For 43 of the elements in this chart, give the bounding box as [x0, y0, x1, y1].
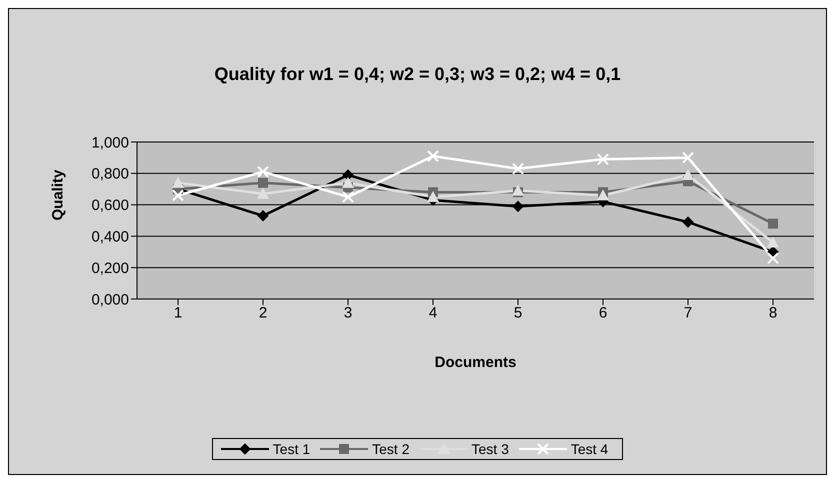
point [172, 176, 184, 188]
y-tick-label: 0,800 [91, 166, 129, 183]
point [257, 188, 269, 199]
x-tick-label: 8 [768, 304, 778, 322]
point [597, 189, 609, 200]
x-tick-label: 5 [514, 304, 522, 322]
point [597, 153, 609, 166]
x-tick-label: 7 [684, 304, 692, 322]
point [342, 190, 354, 203]
point [342, 169, 354, 180]
point [427, 190, 439, 202]
x-tick-label: 2 [258, 304, 268, 322]
legend-label: Test 1 [272, 441, 310, 457]
y-axis-title: Quality [49, 169, 66, 220]
point [512, 162, 524, 175]
y-tick-label: 1,000 [91, 134, 129, 152]
legend-label: Test 3 [472, 441, 509, 457]
point [682, 168, 694, 180]
y-tick-label: 0,200 [91, 260, 129, 277]
point [512, 184, 524, 196]
x-tick-label: 1 [174, 304, 182, 322]
point [767, 236, 779, 248]
legend-label: Test 2 [372, 441, 410, 457]
x-tick-label: 3 [344, 304, 352, 322]
x-axis-title: Documents [434, 354, 516, 371]
point [768, 218, 778, 229]
y-tick-label: 0,400 [91, 228, 129, 246]
point [172, 189, 184, 202]
point [258, 178, 268, 188]
point [512, 200, 524, 212]
y-tick-label: 0,600 [91, 197, 129, 214]
chart-title: Quality for w1 = 0,4; w2 = 0,3; w3 = 0,2; w4 = 0,1 [213, 64, 622, 85]
point [427, 150, 439, 162]
legend-label: Test 4 [570, 441, 608, 457]
point [258, 210, 268, 222]
x-tick-label: 4 [428, 304, 438, 322]
point [682, 152, 694, 164]
y-tick-label: 0,000 [91, 291, 129, 308]
x-tick-label: 6 [598, 304, 608, 322]
point [767, 252, 779, 264]
point [682, 216, 694, 228]
point [257, 166, 269, 178]
point [342, 176, 354, 188]
